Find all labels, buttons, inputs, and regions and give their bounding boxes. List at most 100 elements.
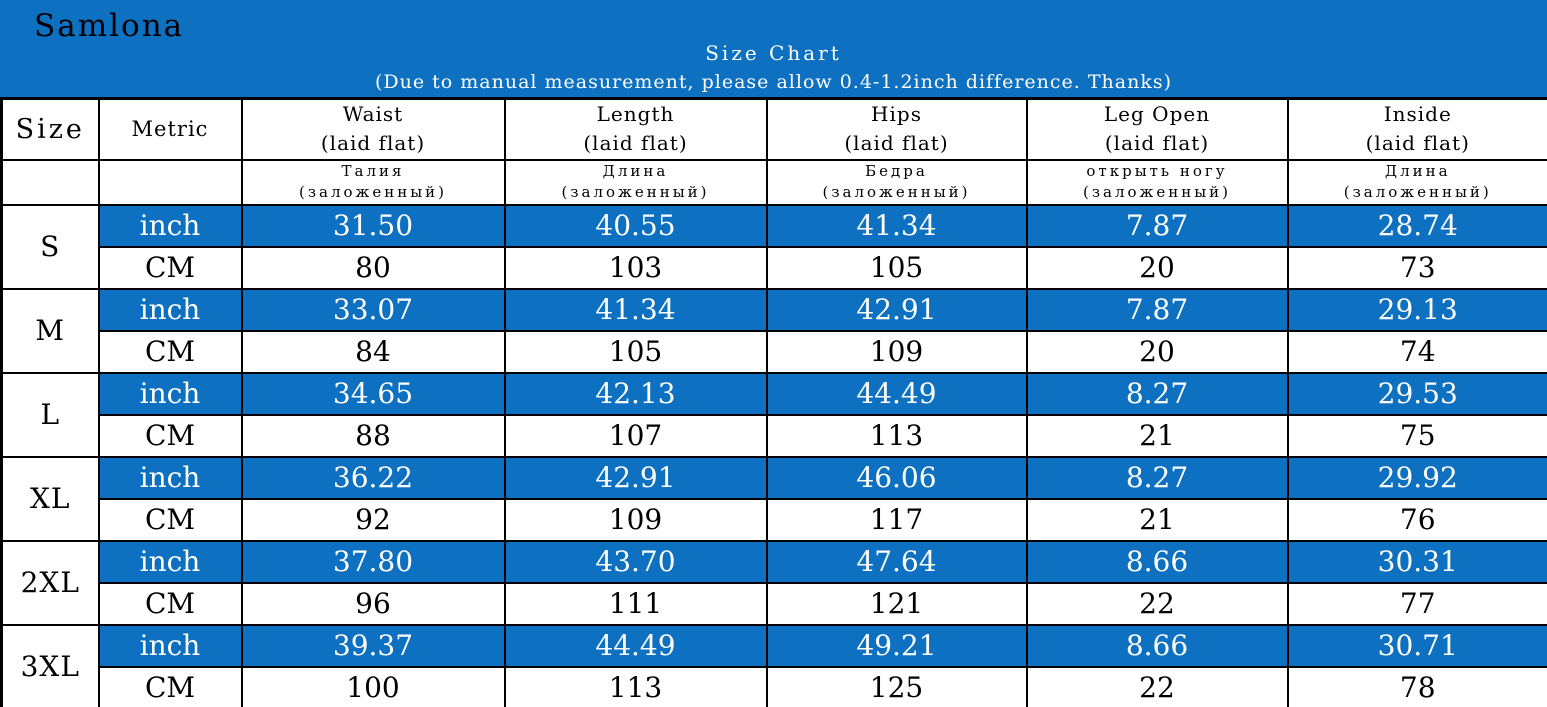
value-cell-inch: 28.74	[1286, 203, 1547, 248]
chart-title: Size Chart	[705, 41, 842, 65]
size-row-2XL-cm: CM 96 111 121 22 77	[2, 581, 1547, 626]
metric-cm-cell: CM	[97, 497, 243, 542]
size-label-cell: M	[0, 287, 100, 374]
metric-inch-cell: inch	[97, 455, 243, 500]
value-cell-cm: 80	[240, 245, 506, 290]
value-cell-inch: 42.91	[765, 287, 1028, 332]
value-cell-inch: 29.53	[1286, 371, 1547, 416]
value-cell-inch: 31.50	[240, 203, 506, 248]
value-cell-inch: 36.22	[240, 455, 506, 500]
value-cell-cm: 111	[503, 581, 768, 626]
value-cell-cm: 22	[1025, 665, 1289, 707]
russian-header-length-sub: (заложенный)	[561, 183, 710, 201]
russian-header-leg-open-sub: (заложенный)	[1083, 183, 1231, 201]
value-cell-inch: 8.27	[1025, 371, 1289, 416]
value-cell-cm: 125	[765, 665, 1028, 707]
column-header-hips-sub: (laid flat)	[844, 131, 949, 156]
metric-cm-cell: CM	[97, 665, 243, 707]
value-cell-cm: 88	[240, 413, 506, 458]
russian-header-leg-open: открыть ногу (заложенный)	[1025, 158, 1289, 206]
russian-header-waist: Талия (заложенный)	[240, 158, 506, 206]
value-cell-cm: 21	[1025, 497, 1289, 542]
size-label-cell: L	[0, 371, 100, 458]
value-cell-inch: 41.34	[503, 287, 768, 332]
size-label-cell: S	[0, 203, 100, 290]
russian-header-inside: Длина (заложенный)	[1286, 158, 1547, 206]
value-cell-cm: 77	[1286, 581, 1547, 626]
size-row-S-cm: CM 80 103 105 20 73	[2, 245, 1547, 290]
brand-logo: Samlona	[34, 8, 185, 44]
column-header-hips: Hips (laid flat)	[765, 97, 1028, 161]
column-header-inside-sub: (laid flat)	[1365, 131, 1470, 156]
size-row-M-cm: CM 84 105 109 20 74	[2, 329, 1547, 374]
value-cell-inch: 8.27	[1025, 455, 1289, 500]
column-header-size: Size	[0, 97, 100, 161]
russian-header-size-empty	[0, 158, 100, 206]
size-chart-table: Size Metric Waist (laid flat) Length (la…	[0, 97, 1547, 707]
column-header-leg-open-sub: (laid flat)	[1104, 131, 1210, 156]
value-cell-cm: 22	[1025, 581, 1289, 626]
value-cell-inch: 33.07	[240, 287, 506, 332]
value-cell-cm: 76	[1286, 497, 1547, 542]
russian-header-waist-sub: (заложенный)	[299, 183, 447, 201]
russian-header-hips-sub: (заложенный)	[822, 183, 971, 201]
value-cell-cm: 113	[765, 413, 1028, 458]
size-row-L-cm: CM 88 107 113 21 75	[2, 413, 1547, 458]
value-cell-inch: 49.21	[765, 623, 1028, 668]
column-header-leg-open-main: Leg Open	[1103, 102, 1211, 127]
table-header-row-russian: Талия (заложенный) Длина (заложенный) Бе…	[0, 158, 1547, 206]
banner-text-block: Size Chart (Due to manual measurement, p…	[0, 41, 1547, 93]
value-cell-inch: 8.66	[1025, 539, 1289, 584]
value-cell-inch: 42.13	[503, 371, 768, 416]
russian-header-leg-open-main: открыть ногу	[1086, 162, 1228, 180]
value-cell-inch: 29.92	[1286, 455, 1547, 500]
russian-header-length: Длина (заложенный)	[503, 158, 768, 206]
column-header-hips-main: Hips	[871, 102, 922, 127]
value-cell-inch: 37.80	[240, 539, 506, 584]
value-cell-inch: 40.55	[503, 203, 768, 248]
size-row-3XL-inch: 3XL inch 39.37 44.49 49.21 8.66 30.71	[0, 623, 1547, 707]
column-header-leg-open: Leg Open (laid flat)	[1025, 97, 1289, 161]
metric-cm-cell: CM	[97, 245, 243, 290]
column-header-inside-main: Inside	[1383, 102, 1452, 127]
value-cell-inch: 46.06	[765, 455, 1028, 500]
column-header-waist-main: Waist	[342, 102, 404, 127]
russian-header-inside-main: Длина	[1384, 162, 1451, 180]
value-cell-cm: 75	[1286, 413, 1547, 458]
value-cell-cm: 105	[503, 329, 768, 374]
metric-inch-cell: inch	[97, 203, 243, 248]
metric-inch-cell: inch	[97, 287, 243, 332]
value-cell-cm: 20	[1025, 329, 1289, 374]
value-cell-cm: 105	[765, 245, 1028, 290]
value-cell-inch: 30.71	[1286, 623, 1547, 668]
size-label-cell: 2XL	[0, 539, 100, 626]
value-cell-cm: 113	[503, 665, 768, 707]
value-cell-inch: 47.64	[765, 539, 1028, 584]
column-header-length-sub: (laid flat)	[583, 131, 688, 156]
russian-header-metric-empty	[97, 158, 243, 206]
value-cell-inch: 39.37	[240, 623, 506, 668]
russian-header-inside-sub: (заложенный)	[1343, 183, 1492, 201]
value-cell-cm: 74	[1286, 329, 1547, 374]
column-header-waist: Waist (laid flat)	[240, 97, 506, 161]
header-banner: Samlona Size Chart (Due to manual measur…	[0, 0, 1547, 97]
value-cell-inch: 44.49	[503, 623, 768, 668]
value-cell-cm: 109	[503, 497, 768, 542]
value-cell-cm: 21	[1025, 413, 1289, 458]
value-cell-inch: 34.65	[240, 371, 506, 416]
size-row-2XL-inch: 2XL inch 37.80 43.70 47.64 8.66 30.31	[0, 539, 1547, 626]
value-cell-cm: 107	[503, 413, 768, 458]
russian-header-length-main: Длина	[602, 162, 669, 180]
table-header-row-english: Size Metric Waist (laid flat) Length (la…	[0, 97, 1547, 161]
column-header-metric: Metric	[97, 97, 243, 161]
value-cell-cm: 121	[765, 581, 1028, 626]
size-row-3XL-cm: CM 100 113 125 22 78	[2, 665, 1547, 707]
column-header-length-main: Length	[596, 102, 675, 127]
metric-cm-cell: CM	[97, 413, 243, 458]
size-label-cell: 3XL	[0, 623, 100, 707]
value-cell-inch: 30.31	[1286, 539, 1547, 584]
